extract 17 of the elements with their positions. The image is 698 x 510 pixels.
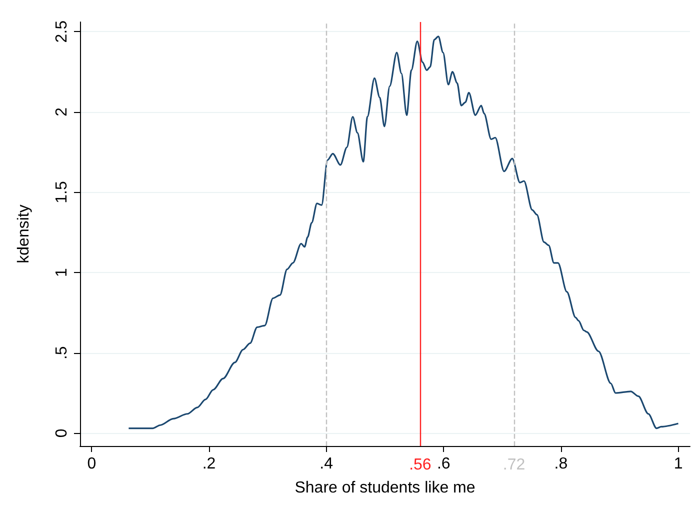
y-tick-label: 2 [54,107,70,116]
x-tick-label: .6 [436,456,450,472]
x-tick-label: 1 [674,456,683,472]
ref-line-label: .56 [409,456,432,474]
y-tick-label: .5 [54,346,70,360]
y-tick-label: 2.5 [54,20,70,43]
x-axis-title: Share of students like me [294,480,476,496]
ref-line-label: .72 [502,456,526,474]
y-tick-label: 1 [54,268,70,277]
x-tick-label: .4 [320,456,334,472]
y-tick-label: 0 [54,428,70,438]
y-tick-label: 1.5 [54,181,70,204]
x-tick-label: .2 [202,456,216,472]
x-tick-label: .8 [554,456,568,472]
line-series [128,36,680,430]
y-axis-title: kdensity [16,204,32,264]
x-tick-label: 0 [87,456,96,472]
